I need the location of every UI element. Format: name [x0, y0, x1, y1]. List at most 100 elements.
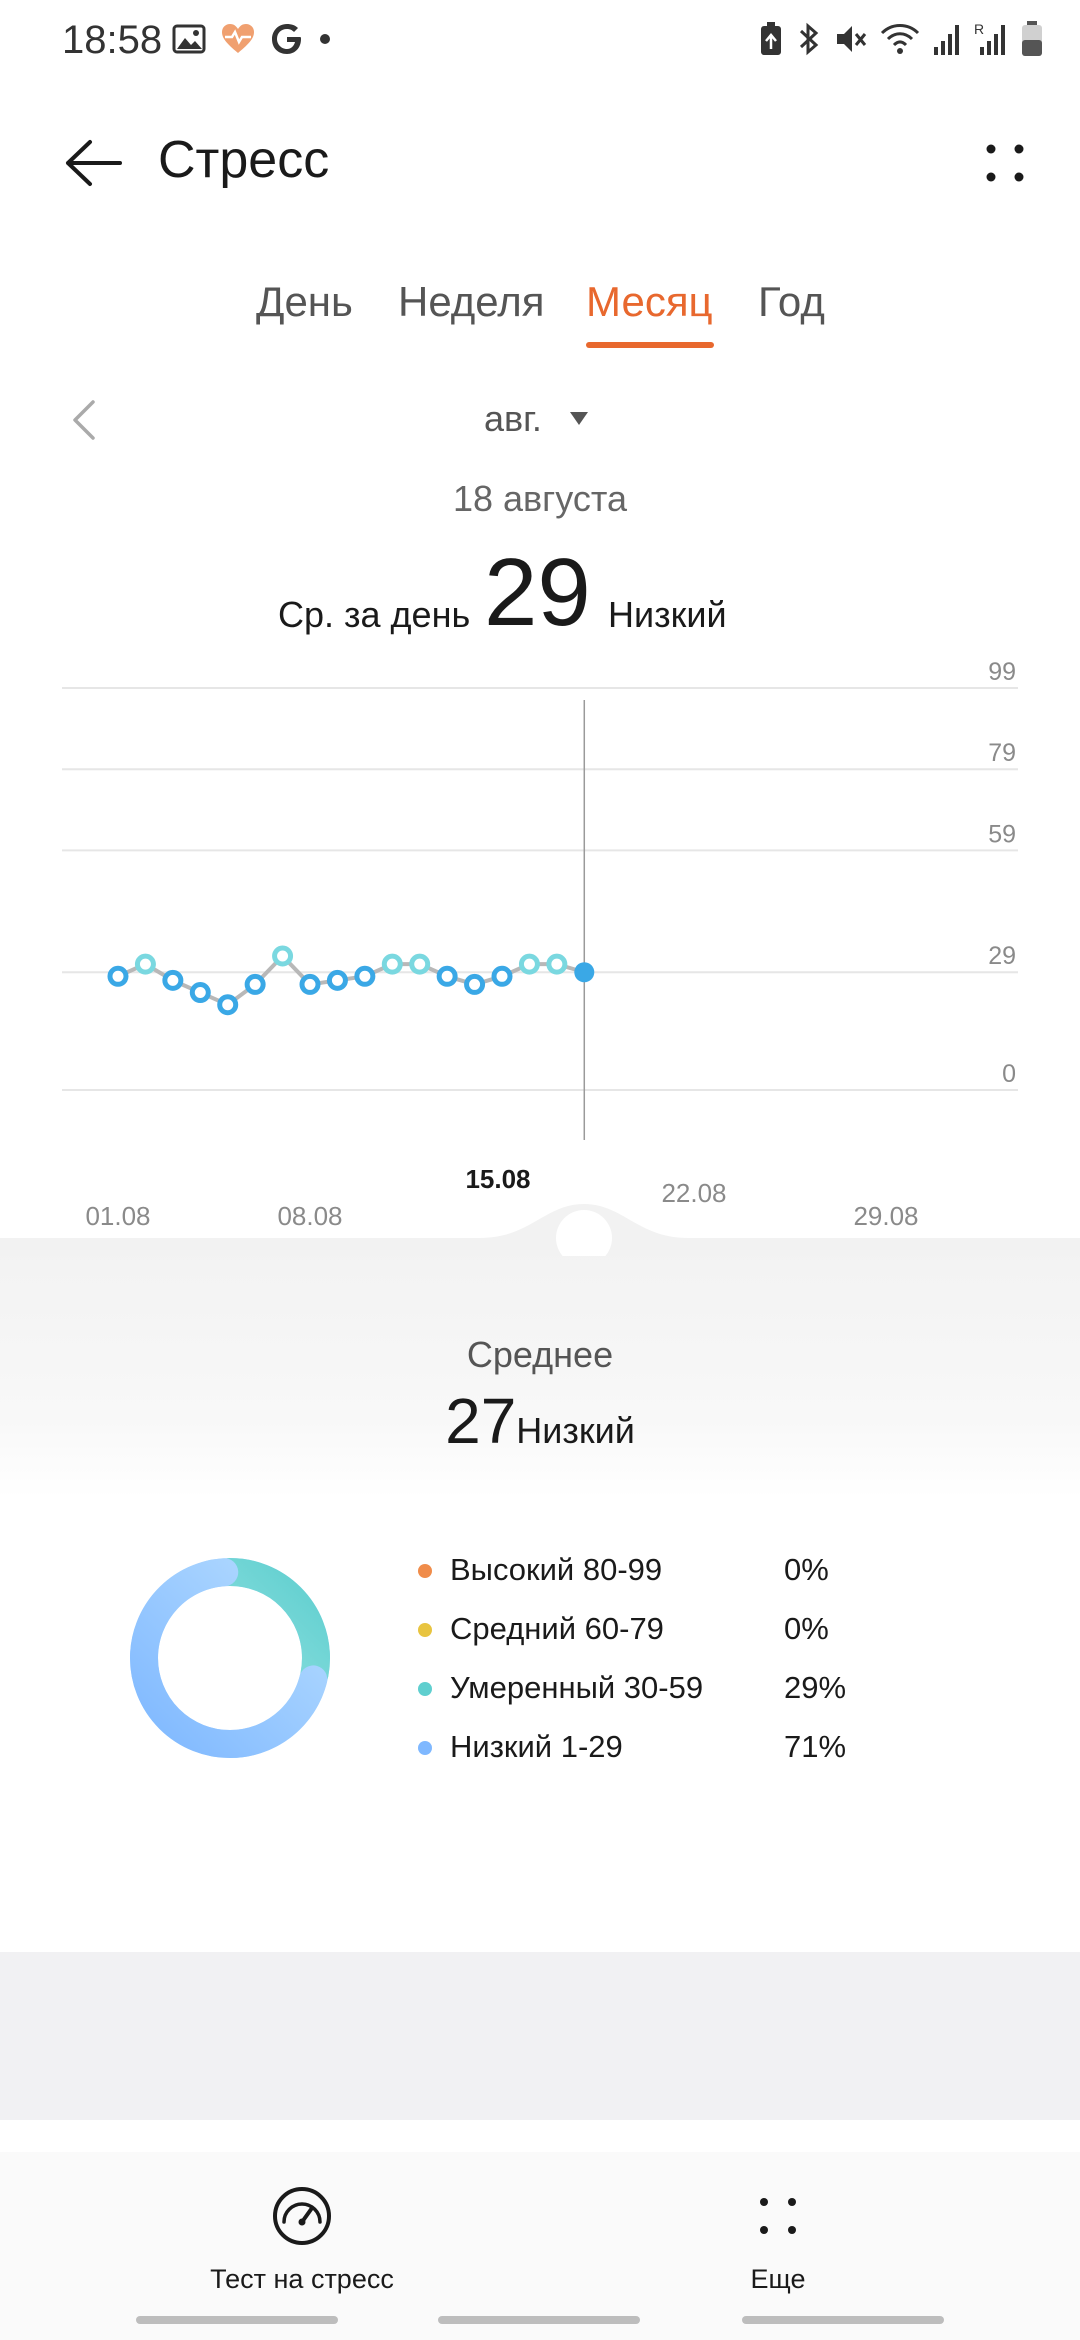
legend-dot-high: [418, 1564, 432, 1578]
data-point: [546, 953, 568, 975]
stress-test-label: Тест на стресс: [210, 2264, 394, 2294]
roaming-mark: R: [974, 21, 984, 37]
average-level: Низкий: [516, 1410, 635, 1451]
day-summary: Ср. за день 29 Низкий: [0, 538, 1080, 648]
y-tick-label: 99: [988, 658, 1016, 686]
stress-legend: Высокий 80-99 0% Средний 60-79 0% Умерен…: [418, 1548, 918, 1784]
signal-icon: [934, 25, 959, 55]
data-point: [299, 973, 321, 995]
tab-day[interactable]: День: [256, 278, 353, 325]
battery-icon: [1022, 21, 1042, 56]
donut-segment: [130, 1558, 330, 1758]
day-average-value: 29: [484, 539, 591, 646]
tab-year[interactable]: Год: [758, 278, 825, 325]
legend-label: Низкий 1-29: [450, 1729, 623, 1764]
selected-date: 18 августа: [452, 478, 628, 519]
roaming-signal-icon: R: [974, 21, 1005, 55]
tab-active-indicator: [586, 342, 714, 348]
chart-slider-notch: [0, 1204, 1080, 1256]
legend-row-moderate: Умеренный 30-59 29%: [418, 1666, 918, 1725]
status-time: 18:58: [62, 18, 163, 62]
legend-percent: 0%: [784, 1611, 829, 1646]
legend-dot-moderate: [418, 1682, 432, 1696]
y-tick-label: 29: [988, 942, 1016, 970]
period-tabs: День Неделя Месяц Год: [0, 278, 1080, 348]
caret-down-icon[interactable]: [570, 412, 588, 425]
data-point: [217, 994, 239, 1016]
period-selector[interactable]: авг.: [484, 398, 542, 439]
legend-label: Умеренный 30-59: [450, 1670, 704, 1705]
data-point-selected: [574, 962, 595, 983]
speedometer-icon: [270, 2184, 334, 2248]
average-summary: 27Низкий: [0, 1384, 1080, 1458]
legend-label: Высокий 80-99: [450, 1552, 663, 1587]
nav-handle-center: [438, 2316, 640, 2324]
legend-dot-medium: [418, 1623, 432, 1637]
data-point: [409, 953, 431, 975]
y-tick-label: 0: [1002, 1060, 1016, 1088]
bluetooth-icon: [799, 22, 819, 56]
data-point: [134, 953, 156, 975]
legend-percent: 71%: [784, 1729, 847, 1764]
content-separator: [0, 1952, 1080, 2120]
more-label: Еще: [750, 2264, 806, 2294]
back-button[interactable]: [58, 128, 128, 198]
x-tick-label: 08.08: [277, 1201, 342, 1231]
legend-row-medium: Средний 60-79 0%: [418, 1607, 918, 1666]
legend-dot-low: [418, 1741, 432, 1755]
stress-test-button[interactable]: Тест на стресс: [152, 2172, 452, 2302]
nav-handle-left: [136, 2316, 338, 2324]
data-point: [354, 965, 376, 987]
more-dots-icon: [986, 144, 1024, 182]
data-point: [464, 973, 486, 995]
wifi-icon: [880, 24, 920, 54]
status-left-icons: [172, 22, 332, 56]
legend-label: Средний 60-79: [450, 1611, 664, 1646]
legend-percent: 29%: [784, 1670, 847, 1705]
x-tick-label-selected: 15.08: [465, 1164, 530, 1194]
more-options-button[interactable]: [970, 128, 1040, 198]
more-dots-icon: [746, 2184, 810, 2248]
app-bar: Стресс: [0, 110, 1080, 210]
nav-handle-right: [742, 2316, 944, 2324]
day-stress-level: Низкий: [608, 594, 727, 635]
previous-period-button[interactable]: [64, 396, 104, 444]
more-button[interactable]: Еще: [628, 2172, 928, 2302]
data-point: [107, 965, 129, 987]
gallery-icon: [172, 24, 206, 54]
stress-chart[interactable]: 99 79 59 29 0 01.08 08.08 15.08 22.08 29.08: [0, 650, 1080, 1250]
chart-slider-handle[interactable]: [556, 1210, 612, 1256]
health-heart-icon: [222, 24, 254, 53]
status-bar: 18:58: [0, 0, 1080, 84]
data-point: [491, 965, 513, 987]
mute-icon: [837, 26, 867, 52]
data-line: [117, 954, 585, 1007]
status-right-icons: R: [758, 20, 1044, 58]
x-tick-label: 22.08: [661, 1178, 726, 1208]
tab-week[interactable]: Неделя: [398, 278, 545, 325]
legend-row-high: Высокий 80-99 0%: [418, 1548, 918, 1607]
x-tick-label: 01.08: [85, 1201, 150, 1231]
back-arrow-icon: [66, 140, 122, 186]
data-point: [381, 953, 403, 975]
dot-icon: [320, 34, 330, 44]
chevron-left-icon: [73, 400, 95, 440]
legend-row-low: Низкий 1-29 71%: [418, 1725, 918, 1784]
data-point: [244, 973, 266, 995]
data-point: [326, 969, 348, 991]
battery-saver-icon: [761, 22, 781, 55]
x-tick-label: 29.08: [853, 1201, 918, 1231]
y-tick-label: 59: [988, 820, 1016, 848]
day-average-label: Ср. за день: [278, 594, 471, 635]
data-point: [162, 969, 184, 991]
y-tick-label: 79: [988, 739, 1016, 767]
legend-percent: 0%: [784, 1552, 829, 1587]
average-value: 27: [445, 1385, 517, 1457]
average-title: Среднее: [466, 1334, 614, 1375]
data-point: [518, 953, 540, 975]
bottom-action-bar: Тест на стресс Еще: [0, 2152, 1080, 2340]
google-icon: [272, 24, 301, 54]
data-point: [272, 945, 294, 967]
data-point: [436, 965, 458, 987]
tab-month[interactable]: Месяц: [586, 278, 713, 325]
